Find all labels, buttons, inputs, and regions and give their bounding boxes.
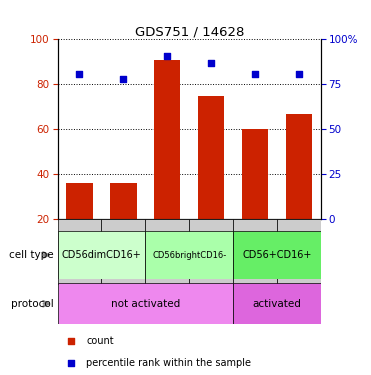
Title: GDS751 / 14628: GDS751 / 14628 (135, 25, 244, 38)
Text: percentile rank within the sample: percentile rank within the sample (86, 358, 251, 368)
Bar (277, 219, 321, 285)
Point (68, 338, 74, 344)
Bar (145, 219, 189, 285)
Bar (189, 219, 233, 285)
Bar (198, 96, 224, 219)
Text: GSM26201: GSM26201 (119, 231, 128, 273)
Bar (242, 129, 268, 219)
Point (252, 70, 258, 76)
Text: GSM26204: GSM26204 (250, 231, 260, 273)
Text: CD56dimCD16+: CD56dimCD16+ (62, 250, 141, 260)
Point (68, 360, 74, 366)
Text: cell type: cell type (9, 250, 54, 260)
Point (76, 70, 82, 76)
Bar (233, 231, 321, 279)
Text: GSM26203: GSM26203 (207, 231, 216, 273)
Bar (110, 183, 137, 219)
Text: protocol: protocol (11, 299, 54, 309)
Text: CD56brightCD16-: CD56brightCD16- (152, 251, 226, 260)
Point (164, 53, 170, 58)
Text: CD56+CD16+: CD56+CD16+ (242, 250, 312, 260)
Bar (58, 219, 101, 285)
Text: count: count (86, 336, 114, 346)
Text: activated: activated (253, 299, 302, 309)
Bar (233, 283, 321, 324)
Point (296, 70, 302, 76)
Bar (286, 114, 312, 219)
Text: GSM26205: GSM26205 (295, 231, 303, 273)
Bar (154, 60, 180, 219)
Text: GSM26202: GSM26202 (163, 231, 172, 273)
Bar (66, 183, 93, 219)
Bar (58, 283, 233, 324)
Bar (101, 219, 145, 285)
Text: GSM26200: GSM26200 (75, 231, 84, 273)
Bar (233, 219, 277, 285)
Text: not activated: not activated (111, 299, 180, 309)
Point (121, 76, 127, 82)
Point (208, 60, 214, 66)
Bar (145, 231, 233, 279)
Bar (58, 231, 145, 279)
